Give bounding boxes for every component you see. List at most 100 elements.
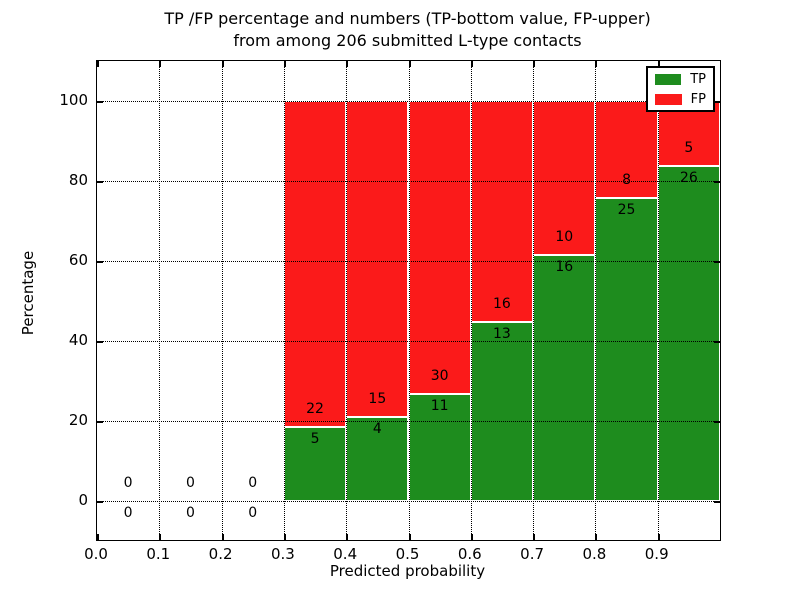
y-tick-right [714, 101, 720, 103]
x-tick [408, 534, 411, 540]
x-tick-label: 0.3 [270, 545, 295, 563]
x-tick-label: 0.8 [582, 545, 607, 563]
fp-count-label: 0 [248, 475, 258, 491]
legend-swatch-tp-icon [655, 74, 682, 85]
legend: TP FP [646, 66, 715, 112]
bar-segment-tp [657, 165, 720, 501]
bar-segment-tp [346, 416, 409, 501]
tp-count-label: 13 [493, 325, 511, 342]
y-tick [97, 181, 103, 183]
tp-count-label: 11 [430, 397, 449, 414]
chart-title: TP /FP percentage and numbers (TP-bottom… [164, 9, 651, 28]
x-tick [346, 534, 349, 540]
y-tick-label: 20 [68, 411, 88, 429]
bar-segment-fp [470, 101, 534, 322]
tp-count-label: 0 [185, 505, 195, 521]
x-tick-top [657, 61, 660, 67]
legend-label-fp: FP [690, 92, 706, 107]
y-tick-right [714, 181, 720, 183]
v-gridline [595, 61, 597, 540]
tp-count-label: 26 [679, 169, 698, 186]
fp-count-label: 10 [555, 228, 574, 245]
v-gridline [221, 61, 223, 540]
y-tick-label: 0 [78, 491, 88, 509]
tp-count-label: 0 [123, 505, 133, 521]
y-tick-right [714, 341, 720, 343]
y-tick-label: 60 [68, 251, 88, 269]
fp-count-label: 8 [622, 171, 632, 188]
x-tick-label: 0.9 [644, 545, 669, 563]
bar-segment-tp [595, 197, 658, 501]
bar-segment-tp [470, 321, 534, 501]
x-tick-label: 0.0 [84, 545, 108, 563]
x-tick [159, 534, 162, 540]
y-tick [97, 261, 103, 263]
fp-count-label: 5 [684, 139, 694, 156]
tp-count-label: 4 [372, 420, 382, 437]
bar-segment-fp [283, 101, 347, 427]
x-tick [97, 534, 99, 540]
chart-title-block: TP /FP percentage and numbers (TP-bottom… [96, 8, 719, 52]
tp-count-label: 5 [310, 430, 320, 447]
v-gridline [346, 61, 348, 540]
x-tick-top [470, 61, 473, 67]
v-gridline [408, 61, 410, 540]
x-tick-label: 0.6 [457, 545, 482, 563]
y-tick-label: 40 [68, 331, 88, 349]
x-tick-top [595, 61, 598, 67]
y-tick-right [714, 261, 720, 263]
fp-count-label: 0 [123, 475, 133, 491]
y-tick [97, 101, 103, 103]
tp-count-label: 25 [617, 201, 636, 218]
x-tick-top [346, 61, 349, 67]
x-tick-top [221, 61, 224, 67]
x-tick [221, 534, 224, 540]
bar-segment-tp [533, 254, 596, 501]
x-tick-label: 0.2 [208, 545, 233, 563]
legend-item-fp: FP [655, 93, 706, 106]
x-tick-label: 0.5 [395, 545, 420, 563]
x-tick-label: 0.4 [333, 545, 358, 563]
v-gridline [470, 61, 472, 540]
x-tick-top [97, 61, 99, 67]
x-axis-label: Predicted probability [329, 562, 486, 580]
y-tick-label: 100 [59, 91, 88, 109]
y-tick-label: 80 [68, 171, 88, 189]
x-tick [595, 534, 598, 540]
fp-count-label: 22 [306, 400, 324, 417]
legend-item-tp: TP [655, 73, 706, 86]
y-tick-right [714, 501, 720, 503]
x-tick [470, 534, 473, 540]
chart-subtitle: from among 206 submitted L-type contacts [233, 31, 582, 50]
x-tick [533, 534, 536, 540]
v-gridline [283, 61, 285, 540]
y-tick [97, 501, 103, 503]
y-tick-right [714, 421, 720, 423]
x-tick-top [283, 61, 286, 67]
y-tick [97, 341, 103, 343]
legend-swatch-fp-icon [655, 94, 682, 105]
x-tick [657, 534, 660, 540]
tp-count-label: 0 [248, 505, 258, 521]
bar-segment-fp [408, 101, 471, 394]
fp-count-label: 30 [430, 367, 449, 384]
x-tick [283, 534, 286, 540]
legend-label-tp: TP [690, 72, 706, 87]
fp-count-label: 16 [493, 295, 511, 312]
v-gridline [657, 61, 659, 540]
bar-segment-fp [533, 101, 596, 255]
v-gridline [159, 61, 161, 540]
fp-count-label: 15 [368, 390, 387, 407]
x-tick-top [408, 61, 411, 67]
x-tick-label: 0.7 [520, 545, 545, 563]
y-axis-label: Percentage [19, 250, 37, 336]
x-tick-top [159, 61, 162, 67]
x-tick-top [533, 61, 536, 67]
plot-area: 0 0 0 0 0 0 22 5 15 4 30 11 16 13 10 16 8 25 5 26 [96, 60, 721, 541]
bar-segment-fp [346, 101, 409, 417]
y-tick [97, 421, 103, 423]
x-tick-label: 0.1 [146, 545, 171, 563]
v-gridline [533, 61, 535, 540]
fp-count-label: 0 [185, 475, 195, 491]
